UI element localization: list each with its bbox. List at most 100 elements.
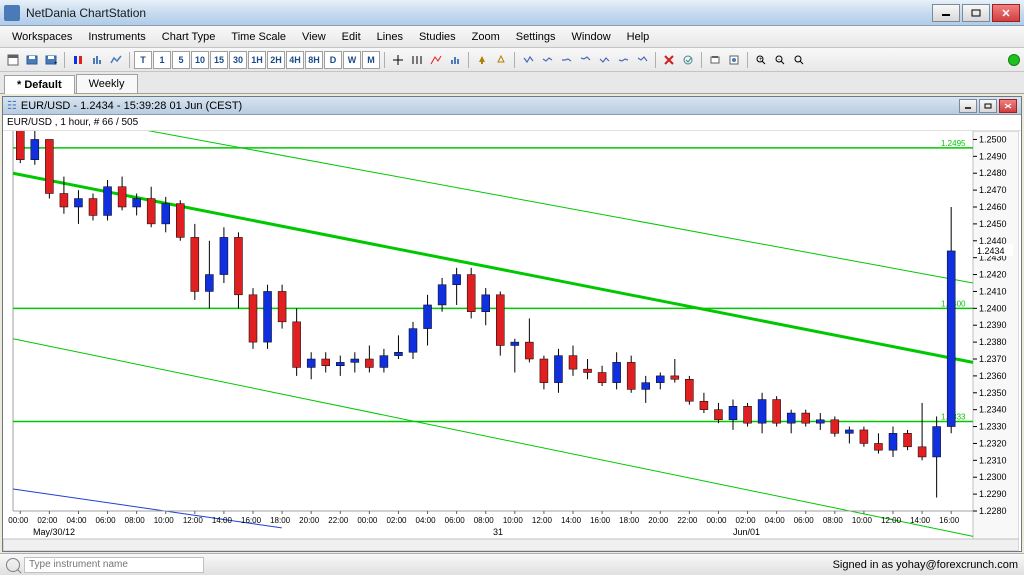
window-title: NetDania ChartStation: [26, 6, 932, 20]
line-chart-icon[interactable]: [107, 51, 125, 69]
timeframe-d-button[interactable]: D: [324, 51, 342, 69]
svg-text:1.2330: 1.2330: [979, 422, 1007, 432]
chart-window-titlebar: ☷ EUR/USD - 1.2434 - 15:39:28 01 Jun (CE…: [3, 97, 1021, 115]
snapshot-icon[interactable]: [725, 51, 743, 69]
window-close-button[interactable]: [992, 4, 1020, 22]
svg-text:16:00: 16:00: [590, 516, 611, 525]
svg-text:08:00: 08:00: [823, 516, 844, 525]
timeframe-10-button[interactable]: 10: [191, 51, 209, 69]
menu-help[interactable]: Help: [619, 29, 658, 45]
svg-text:18:00: 18:00: [270, 516, 291, 525]
svg-text:12:00: 12:00: [881, 516, 902, 525]
workspace-tab[interactable]: Weekly: [76, 74, 138, 93]
svg-text:16:00: 16:00: [939, 516, 960, 525]
study-bar-icon[interactable]: [446, 51, 464, 69]
svg-text:06:00: 06:00: [96, 516, 117, 525]
chart-plot-area[interactable]: 1.22801.22901.23001.23101.23201.23301.23…: [3, 131, 1021, 551]
wave-nb-icon[interactable]: [538, 51, 556, 69]
svg-text:May/30/12: May/30/12: [33, 527, 75, 537]
svg-text:1.2470: 1.2470: [979, 185, 1007, 195]
wave-nd-icon[interactable]: [576, 51, 594, 69]
svg-text:18:00: 18:00: [619, 516, 640, 525]
bar-icon[interactable]: [88, 51, 106, 69]
timeframe-8h-button[interactable]: 8H: [305, 51, 323, 69]
menu-zoom[interactable]: Zoom: [464, 29, 508, 45]
search-icon[interactable]: [6, 558, 20, 572]
svg-text:02:00: 02:00: [37, 516, 58, 525]
timeframe-t-button[interactable]: T: [134, 51, 152, 69]
chart-close-button[interactable]: [999, 99, 1017, 113]
menu-view[interactable]: View: [294, 29, 334, 45]
menu-settings[interactable]: Settings: [508, 29, 564, 45]
save-as-icon[interactable]: +: [42, 51, 60, 69]
svg-text:1.2390: 1.2390: [979, 320, 1007, 330]
window-maximize-button[interactable]: [962, 4, 990, 22]
menu-studies[interactable]: Studies: [411, 29, 464, 45]
candle-icon[interactable]: [69, 51, 87, 69]
grid-icon[interactable]: [408, 51, 426, 69]
alert-icon[interactable]: [473, 51, 491, 69]
apply-icon[interactable]: [679, 51, 697, 69]
new-icon[interactable]: [4, 51, 22, 69]
wave-na-icon[interactable]: [519, 51, 537, 69]
chart-minimize-button[interactable]: [959, 99, 977, 113]
menu-workspaces[interactable]: Workspaces: [4, 29, 80, 45]
svg-text:20:00: 20:00: [299, 516, 320, 525]
svg-text:1.2400: 1.2400: [979, 303, 1007, 313]
timeframe-30-button[interactable]: 30: [229, 51, 247, 69]
svg-text:06:00: 06:00: [794, 516, 815, 525]
menu-time-scale[interactable]: Time Scale: [223, 29, 294, 45]
timeframe-1-button[interactable]: 1: [153, 51, 171, 69]
study-line-icon[interactable]: [427, 51, 445, 69]
svg-text:00:00: 00:00: [8, 516, 29, 525]
chart-subtitle: EUR/USD , 1 hour, # 66 / 505: [3, 115, 1021, 131]
save-icon[interactable]: [23, 51, 41, 69]
delete-icon[interactable]: [660, 51, 678, 69]
svg-text:1.2290: 1.2290: [979, 489, 1007, 499]
chart-maximize-button[interactable]: [979, 99, 997, 113]
crosshair-icon[interactable]: [389, 51, 407, 69]
svg-text:14:00: 14:00: [212, 516, 233, 525]
svg-text:1.2360: 1.2360: [979, 371, 1007, 381]
timeframe-15-button[interactable]: 15: [210, 51, 228, 69]
svg-text:1.2434: 1.2434: [977, 246, 1005, 256]
menu-instruments[interactable]: Instruments: [80, 29, 153, 45]
menu-bar: WorkspacesInstrumentsChart TypeTime Scal…: [0, 26, 1024, 48]
svg-text:1.2460: 1.2460: [979, 202, 1007, 212]
timeframe-2h-button[interactable]: 2H: [267, 51, 285, 69]
menu-chart-type[interactable]: Chart Type: [154, 29, 224, 45]
menu-lines[interactable]: Lines: [369, 29, 411, 45]
alert-add-icon[interactable]: [492, 51, 510, 69]
zoom-reset-icon[interactable]: [790, 51, 808, 69]
svg-text:1.2310: 1.2310: [979, 455, 1007, 465]
svg-text:10:00: 10:00: [503, 516, 524, 525]
svg-text:1.2420: 1.2420: [979, 270, 1007, 280]
wave-ne-icon[interactable]: [595, 51, 613, 69]
wave-nc-icon[interactable]: [557, 51, 575, 69]
instrument-search-input[interactable]: [24, 557, 204, 573]
svg-text:-: -: [778, 57, 780, 63]
menu-window[interactable]: Window: [564, 29, 619, 45]
menu-edit[interactable]: Edit: [334, 29, 369, 45]
timeframe-4h-button[interactable]: 4H: [286, 51, 304, 69]
workspace-tabs: * DefaultWeekly: [0, 72, 1024, 94]
svg-text:14:00: 14:00: [910, 516, 931, 525]
app-icon: [4, 5, 20, 21]
zoom-in-icon[interactable]: +: [752, 51, 770, 69]
zoom-out-icon[interactable]: -: [771, 51, 789, 69]
wave-nf-icon[interactable]: [614, 51, 632, 69]
svg-text:16:00: 16:00: [241, 516, 262, 525]
toolbar: +T151015301H2H4H8HDWM+-: [0, 48, 1024, 72]
svg-text:12:00: 12:00: [183, 516, 204, 525]
svg-text:02:00: 02:00: [386, 516, 407, 525]
window-minimize-button[interactable]: [932, 4, 960, 22]
window-titlebar: NetDania ChartStation: [0, 0, 1024, 26]
svg-text:00:00: 00:00: [357, 516, 378, 525]
workspace-tab[interactable]: * Default: [4, 75, 75, 94]
timeframe-5-button[interactable]: 5: [172, 51, 190, 69]
timeframe-w-button[interactable]: W: [343, 51, 361, 69]
timeframe-1h-button[interactable]: 1H: [248, 51, 266, 69]
timeframe-m-button[interactable]: M: [362, 51, 380, 69]
print-icon[interactable]: [706, 51, 724, 69]
wave-ng-icon[interactable]: [633, 51, 651, 69]
